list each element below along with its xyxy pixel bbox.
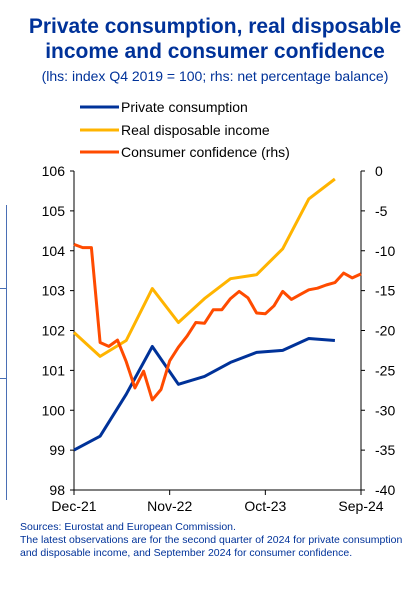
x-tick-label: Sep-24 [338, 498, 383, 514]
left-tick-label: 101 [42, 362, 66, 378]
note-text: The latest observations are for the seco… [20, 534, 403, 559]
chart-notes: Sources: Eurostat and European Commissio… [20, 521, 412, 560]
left-edge-tick-bottom [0, 378, 6, 379]
left-tick-label: 100 [42, 402, 66, 418]
series-line-private-consumption [73, 337, 336, 452]
chart-title-line1: Private consumption, real disposable [28, 15, 402, 38]
chart-subtitle: (lhs: index Q4 2019 = 100; rhs: net perc… [41, 68, 389, 84]
legend-label: Private consumption [121, 99, 248, 115]
left-tick-label: 106 [42, 163, 66, 179]
x-tick-label: Nov-22 [147, 498, 192, 514]
left-edge-divider [6, 205, 7, 500]
left-tick-label: 105 [42, 203, 66, 219]
legend-label: Real disposable income [121, 122, 270, 138]
right-tick-label: -30 [375, 402, 395, 418]
chart-title-line2: income and consumer confidence [45, 40, 385, 63]
right-tick-label: -10 [375, 243, 395, 259]
series-line-consumer-confidence-rhs [73, 242, 362, 402]
legend-label: Consumer confidence (rhs) [121, 144, 290, 160]
right-tick-label: -40 [375, 482, 395, 498]
left-tick-label: 99 [49, 442, 65, 458]
right-tick-label: 0 [375, 163, 383, 179]
right-tick-label: -25 [375, 362, 395, 378]
right-tick-label: -5 [375, 203, 388, 219]
x-tick-label: Oct-23 [244, 498, 286, 514]
left-tick-label: 102 [42, 323, 66, 339]
sources-text: Sources: Eurostat and European Commissio… [20, 521, 236, 533]
right-tick-label: -20 [375, 323, 395, 339]
left-tick-label: 104 [42, 243, 66, 259]
line-chart: 98 99 100 101 102 103 104 105 106 -40 -35 -30 -25 -20… [42, 99, 396, 514]
left-tick-label: 98 [49, 482, 65, 498]
series-line-real-disposable-income [72, 177, 336, 358]
right-tick-label: -35 [375, 442, 395, 458]
right-tick-label: -15 [375, 283, 395, 299]
x-tick-label: Dec-21 [51, 498, 96, 514]
left-tick-label: 103 [42, 283, 66, 299]
left-edge-tick-top [0, 288, 6, 289]
